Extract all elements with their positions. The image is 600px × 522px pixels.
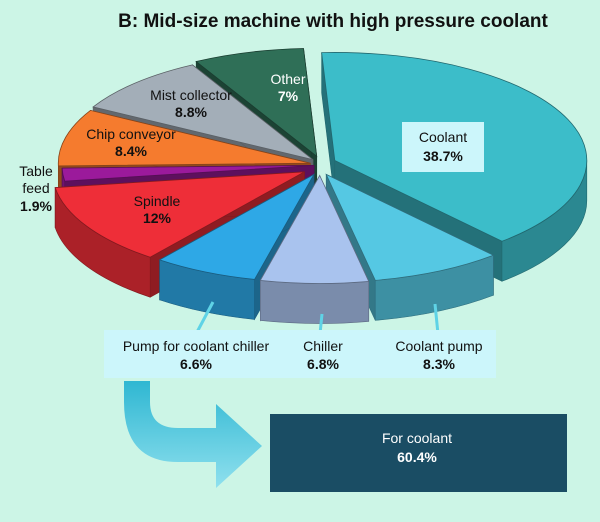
table-feed-label-line-1: Table <box>19 163 53 179</box>
chip-conveyor-label: Chip conveyor <box>86 126 176 142</box>
chart-title: B: Mid-size machine with high pressure c… <box>118 11 548 32</box>
spindle-label: Spindle <box>134 193 181 209</box>
coolant-value: 38.7% <box>423 148 463 164</box>
summary-value: 60.4% <box>397 449 437 465</box>
pump-for-coolant-chiller-value: 6.6% <box>180 356 212 372</box>
coolant-pump-value: 8.3% <box>423 356 455 372</box>
chiller-label: Chiller <box>303 338 343 354</box>
pump-for-coolant-chiller-label: Pump for coolant chiller <box>123 338 270 354</box>
slice-side-chiller <box>260 280 368 323</box>
other-value: 7% <box>278 88 299 104</box>
chiller-value: 6.8% <box>307 356 339 372</box>
table-feed-value: 1.9% <box>20 198 52 214</box>
spindle-value: 12% <box>143 210 172 226</box>
label-table-feed: Table feed 1.9% <box>19 163 53 214</box>
coolant-label: Coolant <box>419 129 467 145</box>
summary-label: For coolant <box>382 430 452 446</box>
coolant-pump-label: Coolant pump <box>395 338 482 354</box>
table-feed-label-line-2: feed <box>22 180 49 196</box>
pie-3d <box>55 48 587 323</box>
mist-collector-value: 8.8% <box>175 104 207 120</box>
mist-collector-label: Mist collector <box>150 87 232 103</box>
label-coolant: Coolant 38.7% <box>402 122 484 172</box>
curved-arrow-icon <box>124 381 262 488</box>
chip-conveyor-value: 8.4% <box>115 143 147 159</box>
other-label: Other <box>270 71 305 87</box>
